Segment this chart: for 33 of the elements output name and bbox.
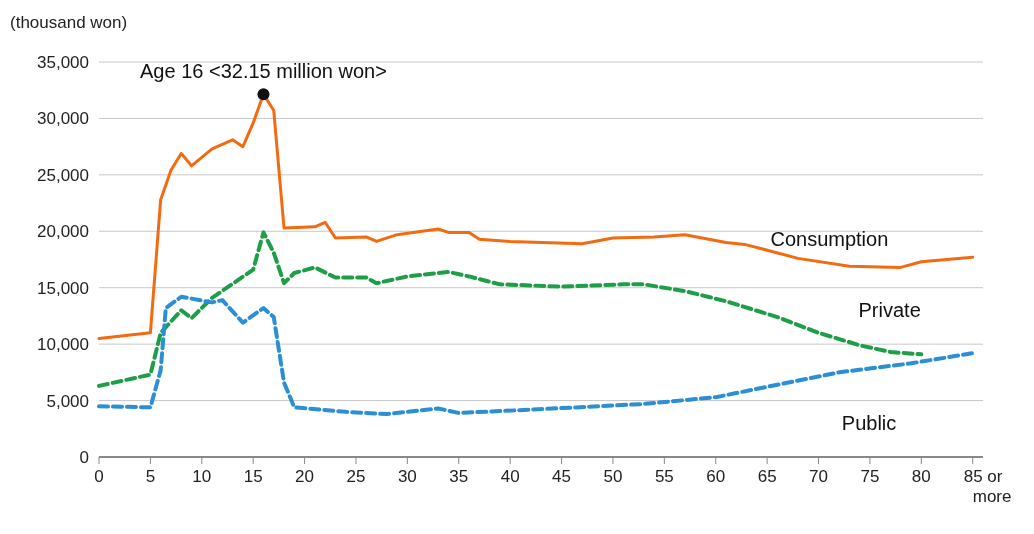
y-tick-label: 25,000 bbox=[37, 165, 89, 185]
y-tick-label: 5,000 bbox=[46, 391, 89, 411]
x-tick-label: 5 bbox=[145, 467, 156, 486]
x-tick-label: 75 bbox=[860, 467, 880, 486]
y-tick-label: 30,000 bbox=[37, 109, 89, 129]
series-label: Consumption bbox=[770, 228, 889, 251]
line-series bbox=[97, 230, 924, 388]
x-tick-label: 80 bbox=[911, 467, 931, 486]
x-tick-label: 15 bbox=[243, 467, 263, 486]
x-tick-label: 40 bbox=[500, 467, 520, 486]
x-tick-label: 50 bbox=[603, 467, 623, 486]
y-tick-label: 35,000 bbox=[37, 53, 89, 72]
y-tick-label: 10,000 bbox=[37, 335, 89, 355]
x-tick-label: 35 bbox=[449, 467, 469, 486]
x-tick-label: 55 bbox=[654, 467, 674, 486]
x-tick-label: 45 bbox=[552, 467, 572, 486]
y-tick-label: 0 bbox=[79, 448, 89, 467]
x-tick-label: 85 or more bbox=[963, 467, 1012, 506]
series-label: Private bbox=[858, 299, 921, 322]
x-tick-label: 0 bbox=[94, 467, 104, 486]
x-tick-label: 70 bbox=[809, 467, 828, 486]
x-tick-label: 65 bbox=[757, 467, 777, 486]
line-series bbox=[97, 294, 975, 417]
annotation: Age 16 <32.15 million won> bbox=[140, 60, 387, 83]
y-axis-title: (thousand won) bbox=[10, 13, 128, 32]
x-tick-label: 20 bbox=[295, 467, 315, 486]
y-tick-label: 20,000 bbox=[37, 222, 89, 242]
x-tick-label: 25 bbox=[346, 467, 366, 486]
series-label: Public bbox=[841, 412, 897, 435]
x-tick-label: 30 bbox=[397, 467, 417, 486]
y-tick-label: 15,000 bbox=[37, 278, 89, 298]
x-tick-label: 60 bbox=[706, 467, 726, 486]
x-tick-label: 10 bbox=[192, 467, 212, 486]
